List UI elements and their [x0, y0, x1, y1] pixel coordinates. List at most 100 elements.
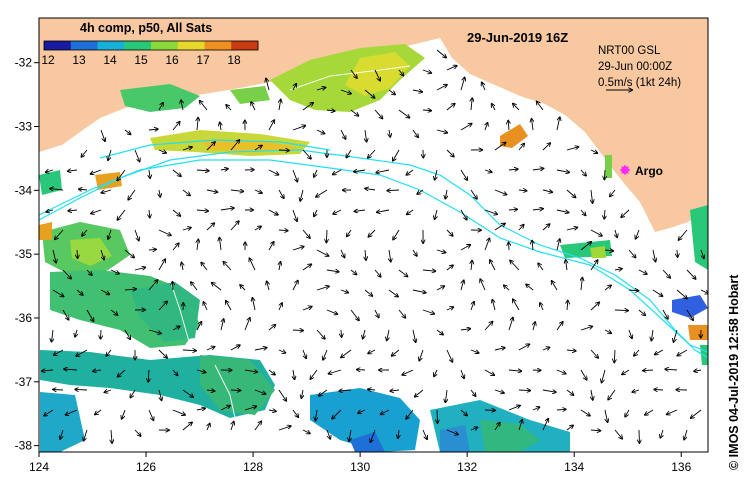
current-vector: [532, 119, 533, 131]
current-vector: [106, 349, 112, 356]
current-vector: [182, 263, 183, 271]
current-vector: [134, 149, 140, 162]
current-vector: [677, 249, 678, 257]
current-vector: [518, 390, 530, 391]
current-vector: [446, 104, 455, 111]
current-vector: [254, 389, 265, 394]
current-vector: [566, 389, 573, 395]
current-vector: [368, 229, 376, 237]
current-vector: [580, 242, 591, 251]
current-vector: [634, 349, 640, 356]
current-vector: [346, 149, 352, 157]
current-vector: [316, 249, 329, 256]
current-vector: [412, 289, 426, 293]
y-tick-label: -35: [15, 247, 33, 261]
current-vector: [518, 144, 524, 151]
current-vector: [220, 208, 234, 210]
x-tick-label: 134: [564, 460, 584, 474]
current-vector: [628, 249, 636, 258]
current-vector: [556, 239, 560, 251]
current-vector: [435, 209, 437, 219]
current-vector: [533, 322, 535, 331]
current-vector: [677, 349, 688, 356]
current-vector: [556, 409, 566, 410]
current-vector: [226, 301, 232, 311]
current-vector: [398, 309, 405, 318]
current-vector: [316, 286, 329, 291]
current-vector: [182, 228, 191, 230]
current-vector: [314, 209, 317, 216]
current-vector: [604, 209, 605, 219]
current-vector: [326, 309, 337, 314]
current-vector: [326, 110, 335, 111]
current-vector: [436, 49, 446, 58]
current-vector: [326, 270, 339, 272]
current-vector: [326, 429, 330, 439]
current-vector: [220, 319, 224, 331]
current-vector: [655, 349, 664, 354]
current-vector: [415, 389, 424, 397]
current-vector: [532, 209, 543, 210]
current-vector: [436, 85, 447, 91]
current-vector: [314, 169, 318, 177]
current-vector: [460, 329, 470, 330]
current-vector: [172, 243, 179, 251]
x-tick-label: 126: [136, 460, 156, 474]
current-vector: [149, 169, 150, 178]
current-vector: [319, 389, 328, 396]
current-vector: [566, 189, 575, 197]
current-vector: [354, 170, 366, 172]
current-vector: [673, 329, 678, 342]
current-vector: [62, 309, 69, 320]
y-tick-label: -33: [15, 120, 33, 134]
current-vector: [417, 189, 424, 194]
argo-label: Argo: [635, 164, 663, 178]
land-mass: [39, 18, 708, 232]
current-vector: [654, 389, 664, 390]
current-vector: [340, 290, 348, 293]
current-vector: [628, 329, 632, 338]
current-vector: [406, 409, 414, 419]
current-vector: [350, 69, 357, 78]
current-vector: [254, 146, 262, 151]
current-vector: [326, 229, 327, 242]
current-vector: [75, 389, 88, 390]
current-vector: [365, 129, 367, 142]
current-vector: [279, 303, 282, 311]
current-vector: [566, 425, 573, 431]
current-vector: [159, 189, 160, 197]
current-vector: [538, 263, 544, 271]
current-vector: [182, 147, 192, 151]
current-vector: [393, 229, 400, 240]
current-vector: [422, 110, 431, 111]
current-vector: [130, 389, 136, 397]
current-vector: [470, 189, 477, 199]
current-vector: [197, 118, 198, 131]
legend-tick-label: 16: [165, 53, 179, 67]
x-axis: 124 126 128 130 132 134 136: [29, 452, 692, 474]
current-vector: [60, 429, 64, 439]
current-vector: [339, 390, 352, 391]
current-vector: [64, 369, 78, 370]
current-vector: [604, 250, 613, 251]
current-vector: [108, 149, 112, 160]
current-vector: [315, 409, 317, 420]
current-vector: [590, 260, 598, 271]
current-vector: [445, 189, 447, 199]
current-vector: [201, 263, 208, 271]
current-vector: [676, 289, 687, 298]
current-vector: [374, 269, 381, 277]
current-vector: [91, 169, 102, 174]
current-vector: [494, 143, 506, 151]
current-vector: [254, 190, 262, 193]
current-vector: [614, 349, 615, 362]
current-vector: [108, 229, 112, 239]
current-vector: [230, 190, 243, 191]
current-vector: [104, 390, 112, 392]
current-vector: [181, 100, 183, 111]
current-vector: [279, 262, 280, 271]
current-vector: [42, 370, 54, 371]
current-vector: [368, 349, 376, 353]
current-vector: [376, 169, 390, 173]
current-vector: [50, 189, 64, 190]
